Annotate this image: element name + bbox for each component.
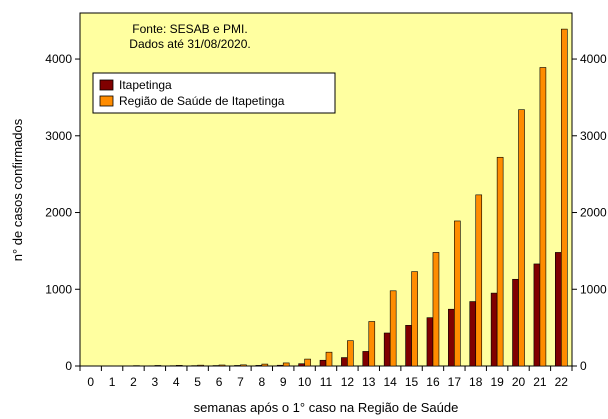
x-tick-label-10: 10: [298, 375, 312, 389]
x-tick-label-1: 1: [109, 375, 116, 389]
bar-itapetinga-week-15: [406, 325, 412, 366]
y-axis-title: n° de casos confirmados: [10, 118, 25, 261]
y-tick-label-left-4000: 4000: [45, 52, 72, 66]
annotation-source: Fonte: SESAB e PMI.: [132, 22, 247, 36]
x-tick-label-18: 18: [469, 375, 483, 389]
x-tick-label-7: 7: [237, 375, 244, 389]
bar-itapetinga-week-20: [513, 279, 519, 366]
bar-itapetinga-week-7: [234, 365, 240, 366]
x-tick-label-8: 8: [258, 375, 265, 389]
bar-regiao-week-20: [519, 110, 525, 366]
x-tick-label-16: 16: [426, 375, 440, 389]
bar-regiao-week-15: [412, 272, 418, 366]
x-tick-label-14: 14: [383, 375, 397, 389]
x-tick-label-3: 3: [152, 375, 159, 389]
bar-regiao-week-6: [219, 365, 225, 366]
y-tick-label-right-3000: 3000: [580, 129, 607, 143]
legend-swatch-regiao: [100, 96, 113, 106]
bar-regiao-week-13: [369, 321, 375, 366]
bar-regiao-week-18: [476, 195, 482, 366]
y-tick-label-right-2000: 2000: [580, 206, 607, 220]
legend-swatch-itapetinga: [100, 80, 113, 90]
x-tick-label-21: 21: [533, 375, 547, 389]
y-tick-label-right-4000: 4000: [580, 52, 607, 66]
x-tick-label-15: 15: [405, 375, 419, 389]
bar-regiao-week-12: [347, 341, 353, 366]
bar-itapetinga-week-10: [299, 364, 305, 366]
legend-label-regiao: Região de Saúde de Itapetinga: [119, 94, 285, 108]
bar-regiao-week-21: [540, 67, 546, 366]
y-tick-label-left-2000: 2000: [45, 206, 72, 220]
bar-regiao-week-16: [433, 252, 439, 366]
x-tick-label-11: 11: [320, 375, 333, 389]
bar-itapetinga-week-16: [427, 318, 433, 366]
x-tick-label-2: 2: [130, 375, 137, 389]
bar-regiao-week-8: [262, 364, 268, 366]
bar-regiao-week-10: [305, 359, 311, 366]
y-tick-label-right-1000: 1000: [580, 282, 607, 296]
x-tick-label-9: 9: [280, 375, 287, 389]
x-tick-label-4: 4: [173, 375, 180, 389]
bar-regiao-week-4: [176, 365, 182, 366]
y-tick-label-left-0: 0: [65, 359, 72, 373]
legend: Itapetinga Região de Saúde de Itapetinga: [93, 73, 335, 113]
x-tick-label-0: 0: [87, 375, 94, 389]
bar-regiao-week-14: [390, 291, 396, 366]
x-axis-title: semanas após o 1° caso na Região de Saúd…: [194, 400, 459, 415]
bar-itapetinga-week-12: [341, 358, 347, 366]
y-tick-label-left-3000: 3000: [45, 129, 72, 143]
bar-regiao-week-11: [326, 352, 332, 366]
x-tick-label-20: 20: [512, 375, 526, 389]
bar-itapetinga-week-11: [320, 360, 326, 366]
annotation-date: Dados até 31/08/2020.: [129, 37, 250, 51]
bar-regiao-week-22: [561, 29, 567, 366]
bar-regiao-week-7: [240, 365, 246, 366]
bar-itapetinga-week-9: [277, 365, 283, 366]
x-tick-label-5: 5: [194, 375, 201, 389]
bar-regiao-week-3: [155, 365, 161, 366]
bar-regiao-week-5: [198, 365, 204, 366]
y-tick-label-left-1000: 1000: [45, 282, 72, 296]
bar-regiao-week-19: [497, 157, 503, 366]
bar-itapetinga-week-18: [470, 302, 476, 366]
y-tick-label-right-0: 0: [580, 359, 587, 373]
bar-itapetinga-week-21: [534, 264, 540, 366]
bar-itapetinga-week-14: [384, 333, 390, 366]
x-tick-label-13: 13: [362, 375, 376, 389]
x-tick-label-19: 19: [490, 375, 504, 389]
bar-itapetinga-week-19: [491, 293, 497, 366]
legend-label-itapetinga: Itapetinga: [119, 78, 172, 92]
bar-itapetinga-week-8: [256, 365, 262, 366]
bar-regiao-week-9: [283, 363, 289, 366]
x-tick-label-17: 17: [448, 375, 462, 389]
bar-itapetinga-week-17: [448, 309, 454, 366]
bar-regiao-week-17: [454, 221, 460, 366]
bar-itapetinga-week-22: [555, 252, 561, 366]
x-tick-label-22: 22: [555, 375, 569, 389]
bar-itapetinga-week-13: [363, 351, 369, 366]
x-tick-label-6: 6: [216, 375, 223, 389]
x-tick-label-12: 12: [341, 375, 355, 389]
